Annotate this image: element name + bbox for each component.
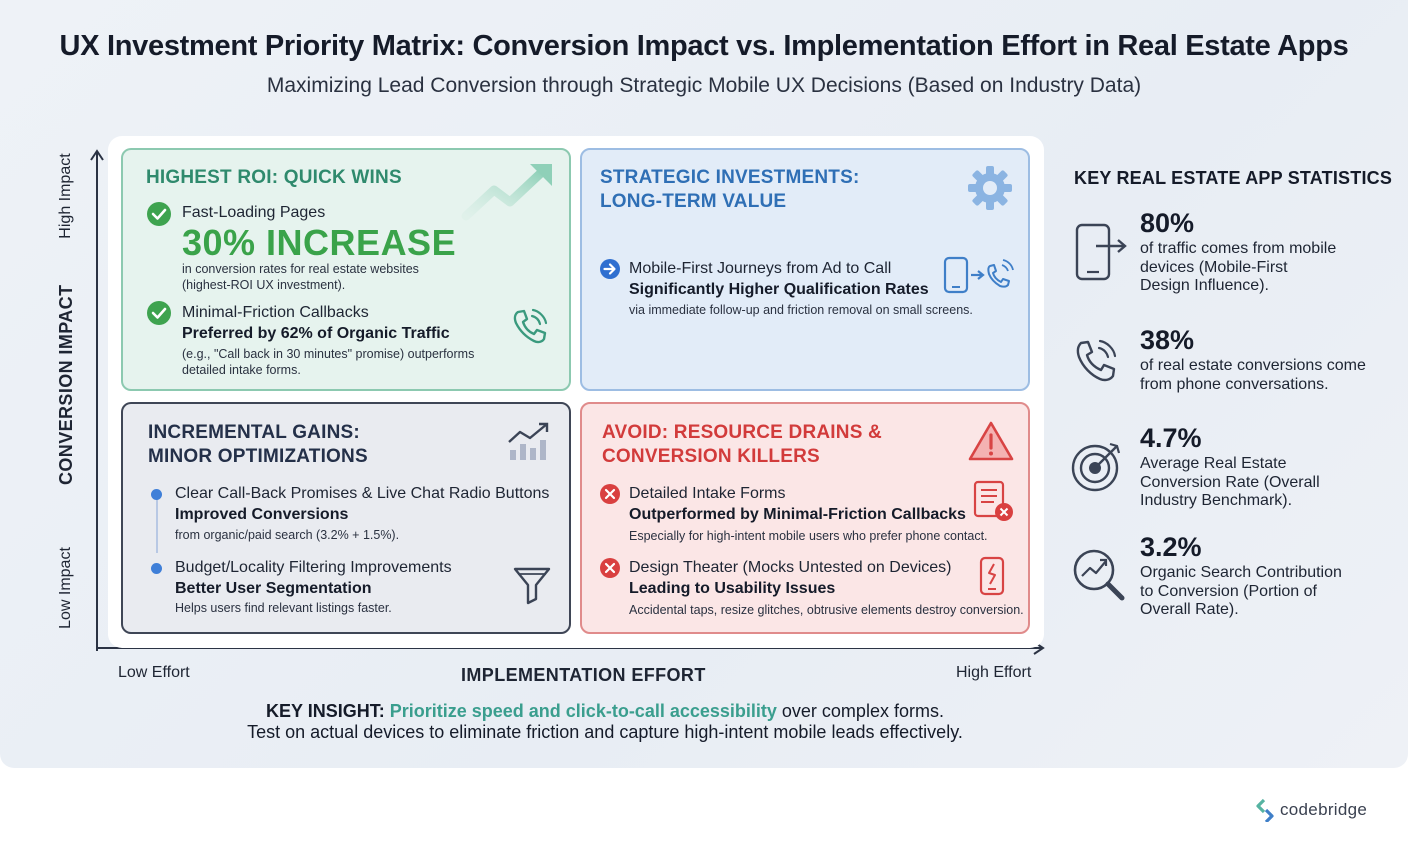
stat-value: 38% <box>1140 325 1195 355</box>
callbacks-label: Minimal-Friction Callbacks <box>182 304 369 321</box>
mobile-first-stat: Significantly Higher Qualification Rates <box>629 281 929 298</box>
bullet-dot <box>151 563 162 574</box>
stat-value: 4.7% <box>1140 423 1202 453</box>
stat-value: 80% <box>1140 208 1195 238</box>
y-axis-high-label: High Impact <box>57 153 74 239</box>
stat-description: of traffic comes from mobile devices (Mob… <box>1140 240 1337 294</box>
strategic-heading: STRATEGIC INVESTMENTS: LONG-TERM VALUE <box>600 167 860 212</box>
stats-heading: KEY REAL ESTATE APP STATISTICS <box>1074 168 1393 188</box>
fast-loading-description: in conversion rates for real estate webs… <box>182 262 419 292</box>
intake-forms-label: Detailed Intake Forms <box>629 485 786 502</box>
x-axis-low-label: Low Effort <box>118 664 190 681</box>
x-axis-high-label: High Effort <box>956 664 1032 681</box>
usability-issues-description: Accidental taps, resize glitches, obtrus… <box>629 603 1024 617</box>
quadrant-avoid <box>580 402 1030 634</box>
filter-funnel-icon <box>513 567 551 605</box>
gear-icon <box>968 166 1012 210</box>
usability-issues-stat: Leading to Usability Issues <box>629 580 836 597</box>
quadrant-strategic <box>580 148 1030 391</box>
mobile-to-call-icon <box>943 256 1014 294</box>
stat-description: Average Real Estate Conversion Rate (Over… <box>1140 455 1320 509</box>
segmentation-description: Helps users find relevant listings faste… <box>175 601 392 615</box>
fast-loading-label: Fast-Loading Pages <box>182 204 326 221</box>
target-icon <box>1071 442 1121 492</box>
key-insight-line1: KEY INSIGHT: Prioritize speed and click-… <box>0 701 1210 722</box>
page-title: UX Investment Priority Matrix: Conversio… <box>59 30 1349 62</box>
stat-value: 3.2% <box>1140 532 1202 562</box>
y-axis-arrow <box>90 149 104 651</box>
incremental-heading: INCREMENTAL GAINS: MINOR OPTIMIZATIONS <box>148 422 368 467</box>
improved-conversions-stat: Improved Conversions <box>175 506 349 523</box>
stat-description: Organic Search Contribution to Conversion… <box>1140 564 1342 618</box>
y-axis-low-label: Low Impact <box>57 547 74 629</box>
stat-description: of real estate conversions come from phon… <box>1140 357 1366 393</box>
avoid-heading: AVOID: RESOURCE DRAINS & CONVERSION KILL… <box>602 422 882 467</box>
mobile-icon <box>1075 223 1127 281</box>
improved-conversions-description: from organic/paid search (3.2% + 1.5%). <box>175 528 400 542</box>
x-circle-icon <box>600 558 620 578</box>
quick-wins-heading: HIGHEST ROI: QUICK WINS <box>146 167 402 188</box>
outperformed-stat: Outperformed by Minimal-Friction Callbac… <box>629 506 966 523</box>
thirty-percent-increase: 30% INCREASE <box>182 222 457 263</box>
arrow-circle-icon <box>600 259 620 279</box>
page-subtitle: Maximizing Lead Conversion through Strat… <box>266 74 1142 97</box>
timeline-line <box>156 499 158 553</box>
key-insight-highlight: Prioritize speed and click-to-call acces… <box>389 701 777 721</box>
call-back-promises-label: Clear Call-Back Promises & Live Chat Rad… <box>175 485 550 502</box>
key-insight-line2: Test on actual devices to eliminate fric… <box>247 722 963 742</box>
outperformed-description: Especially for high-intent mobile users … <box>629 529 988 543</box>
design-theater-label: Design Theater (Mocks Untested on Device… <box>629 559 952 576</box>
check-circle-icon <box>147 202 171 226</box>
phone-icon <box>513 308 548 344</box>
broken-phone-icon <box>979 556 1005 596</box>
warning-triangle-icon <box>968 421 1014 461</box>
filtering-label: Budget/Locality Filtering Improvements <box>175 559 452 576</box>
check-circle-icon <box>147 301 171 325</box>
codebridge-logo-icon <box>1256 798 1274 822</box>
brand-name: codebridge <box>1280 800 1368 819</box>
mobile-first-label: Mobile-First Journeys from Ad to Call <box>629 260 892 277</box>
quadrant-incremental <box>121 402 571 634</box>
bar-chart-trend-icon <box>508 422 549 460</box>
callbacks-description: (e.g., "Call back in 30 minutes" promise… <box>182 347 475 377</box>
search-chart-icon <box>1073 549 1125 601</box>
segmentation-stat: Better User Segmentation <box>175 580 372 597</box>
phone-icon <box>1076 339 1117 382</box>
key-insight-label: KEY INSIGHT: <box>266 701 385 721</box>
form-x-icon <box>973 480 1013 521</box>
callbacks-stat: Preferred by 62% of Organic Traffic <box>182 325 450 342</box>
x-circle-icon <box>600 484 620 504</box>
y-axis-title: CONVERSION IMPACT <box>56 284 76 485</box>
mobile-first-description: via immediate follow-up and friction rem… <box>629 303 973 317</box>
bullet-dot <box>151 489 162 500</box>
key-insight-rest: over complex forms. <box>776 701 944 721</box>
trend-up-arrow-icon <box>461 164 552 221</box>
x-axis-title: IMPLEMENTATION EFFORT <box>461 665 706 685</box>
